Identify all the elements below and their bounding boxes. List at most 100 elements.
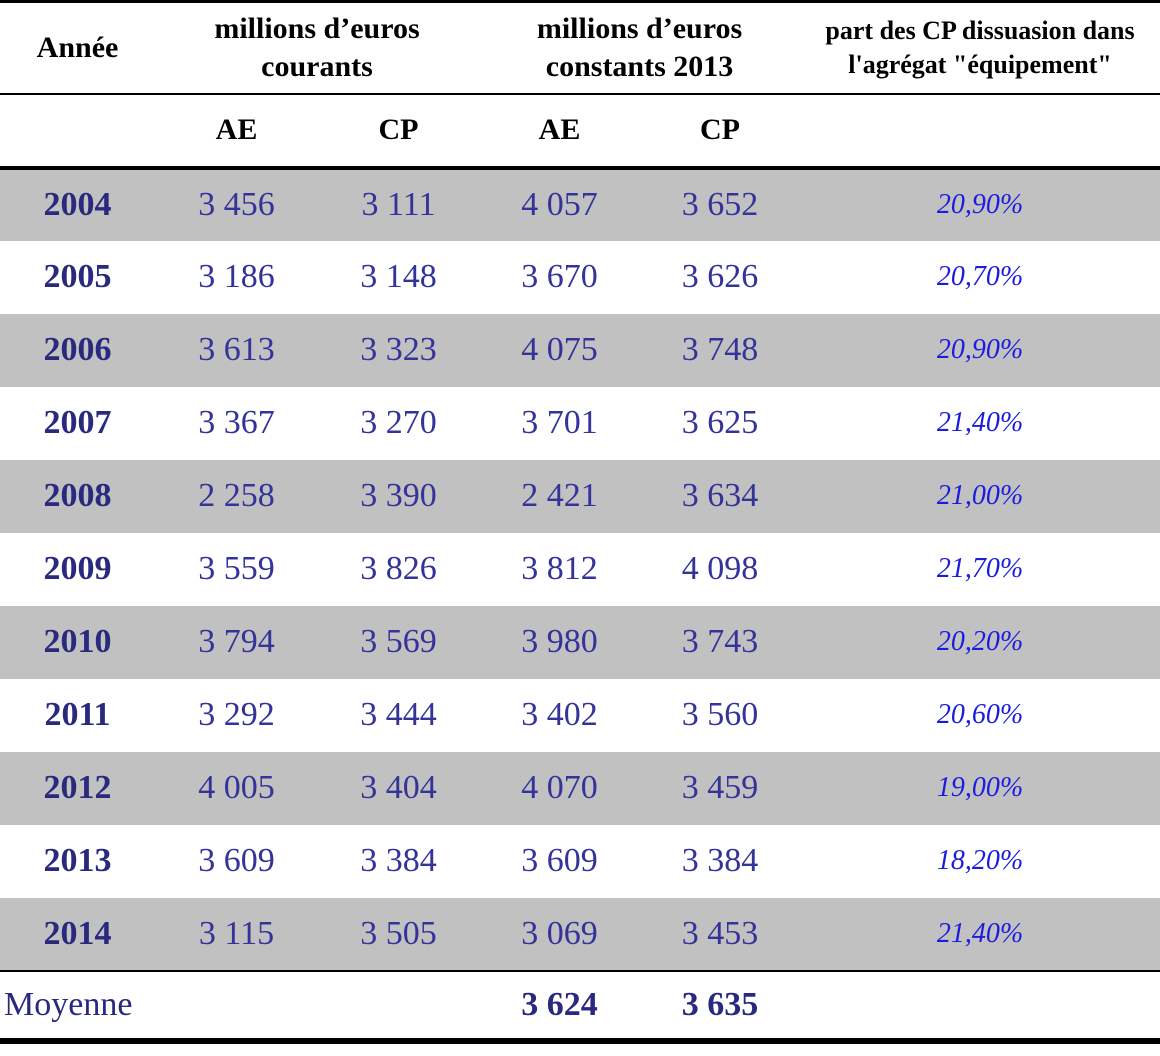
cp-courants-cell: 3 826: [360, 550, 437, 587]
table-row: 2005 3 186 3 148 3 670 3 626 20,70%: [0, 241, 1160, 314]
year-cell: 2005: [43, 258, 112, 295]
ae-courants-cell: 2 258: [198, 477, 275, 514]
cp-courants-cell: 3 323: [360, 331, 437, 368]
empty-subheader: [800, 93, 1160, 170]
ae-courants-cell: 3 456: [198, 186, 275, 223]
share-cell: 20,90%: [936, 189, 1024, 220]
share-cell: 21,40%: [936, 407, 1024, 438]
ae-courants-cell: 4 005: [198, 769, 275, 806]
share-cell: 20,70%: [936, 261, 1024, 292]
share-column-header: part des CP dissuasion dans l'agrégat "é…: [800, 1, 1160, 95]
year-cell: 2012: [43, 769, 112, 806]
table-row: 2009 3 559 3 826 3 812 4 098 21,70%: [0, 533, 1160, 606]
table-body: 2004 3 456 3 111 4 057 3 652 20,90% 2005 3 186 3…: [0, 167, 1160, 971]
group-header-euros-constants: millions d’euros constants 2013: [479, 1, 801, 95]
subheader-ae-constants: AE: [479, 93, 641, 170]
empty-cell: [800, 969, 1160, 1041]
header-row-groups: Année millions d’euros courants millions…: [0, 1, 1160, 95]
cp-courants-cell: 3 148: [360, 258, 437, 295]
share-cell: 20,60%: [936, 699, 1024, 730]
subheader-ae-courants: AE: [155, 93, 318, 170]
share-cell: 18,20%: [936, 845, 1024, 876]
subheader-cp-courants: CP: [318, 93, 480, 170]
table-row: 2006 3 613 3 323 4 075 3 748 20,90%: [0, 313, 1160, 387]
empty-cell: [318, 969, 480, 1041]
cp-constants-cell: 3 459: [681, 769, 759, 806]
table-row: 2014 3 115 3 505 3 069 3 453 21,40%: [0, 897, 1160, 971]
cp-courants-cell: 3 569: [360, 623, 437, 660]
ae-constants-cell: 3 701: [521, 404, 598, 441]
ae-courants-cell: 3 115: [198, 914, 275, 952]
cp-constants-cell: 3 748: [681, 331, 759, 368]
empty-cell: [155, 969, 318, 1041]
ae-constants-cell: 4 075: [521, 331, 598, 368]
year-cell: 2006: [43, 331, 112, 368]
cp-constants-cell: 3 453: [681, 914, 759, 952]
cp-courants-cell: 3 404: [360, 769, 437, 806]
ae-courants-cell: 3 794: [198, 623, 275, 660]
moyenne-ae-constant: 3 624: [479, 969, 641, 1041]
empty-subheader: [0, 93, 155, 170]
group-header-euros-courants: millions d’euros courants: [155, 1, 480, 95]
year-cell: 2007: [43, 404, 112, 441]
year-cell: 2011: [44, 696, 111, 733]
table-row: 2012 4 005 3 404 4 070 3 459 19,00%: [0, 751, 1160, 825]
ae-courants-cell: 3 559: [198, 550, 275, 587]
year-cell: 2014: [43, 914, 112, 952]
year-cell: 2009: [43, 550, 112, 587]
table-row: 2007 3 367 3 270 3 701 3 625 21,40%: [0, 387, 1160, 460]
share-cell: 21,70%: [936, 553, 1024, 584]
cp-constants-cell: 3 626: [681, 258, 759, 295]
cp-constants-cell: 4 098: [681, 550, 759, 587]
ae-constants-cell: 3 812: [521, 550, 598, 587]
cp-courants-cell: 3 270: [360, 404, 437, 441]
table-row: 2004 3 456 3 111 4 057 3 652 20,90%: [0, 167, 1160, 241]
year-cell: 2010: [43, 623, 112, 660]
year-cell: 2004: [43, 186, 112, 223]
table-row: 2010 3 794 3 569 3 980 3 743 20,20%: [0, 605, 1160, 679]
moyenne-label: Moyenne: [0, 969, 155, 1041]
cp-constants-cell: 3 634: [681, 477, 759, 514]
ae-constants-cell: 3 402: [521, 696, 598, 733]
cp-courants-cell: 3 444: [360, 696, 437, 733]
moyenne-row: Moyenne 3 624 3 635: [0, 969, 1160, 1041]
cp-courants-cell: 3 505: [360, 914, 437, 952]
table-footer: Moyenne 3 624 3 635: [0, 969, 1160, 1041]
table-row: 2008 2 258 3 390 2 421 3 634 21,00%: [0, 459, 1160, 533]
ae-constants-cell: 4 057: [521, 186, 598, 223]
ae-courants-cell: 3 367: [198, 404, 275, 441]
share-cell: 20,90%: [936, 334, 1024, 365]
table-row: 2013 3 609 3 384 3 609 3 384 18,20%: [0, 825, 1160, 898]
ae-constants-cell: 3 980: [521, 623, 598, 660]
moyenne-cp-constant: 3 635: [640, 969, 801, 1041]
cp-constants-cell: 3 743: [681, 623, 759, 660]
year-column-header: Année: [0, 1, 155, 95]
ae-courants-cell: 3 292: [198, 696, 275, 733]
share-cell: 21,00%: [936, 480, 1024, 511]
ae-courants-cell: 3 186: [198, 258, 275, 295]
ae-courants-cell: 3 613: [198, 331, 275, 368]
header-row-subheaders: AE CP AE CP: [0, 93, 1160, 170]
cp-constants-cell: 3 384: [681, 842, 759, 879]
share-cell: 19,00%: [936, 772, 1024, 803]
cp-courants-cell: 3 111: [361, 186, 436, 223]
year-cell: 2013: [43, 842, 112, 879]
ae-courants-cell: 3 609: [198, 842, 275, 879]
cp-constants-cell: 3 625: [681, 404, 759, 441]
year-cell: 2008: [43, 477, 112, 514]
ae-constants-cell: 3 069: [521, 914, 598, 952]
cp-courants-cell: 3 390: [360, 477, 437, 514]
subheader-cp-constants: CP: [640, 93, 801, 170]
ae-constants-cell: 2 421: [521, 477, 598, 514]
cp-constants-cell: 3 560: [681, 696, 759, 733]
ae-constants-cell: 4 070: [521, 769, 598, 806]
table-header: Année millions d’euros courants millions…: [0, 1, 1160, 170]
share-cell: 21,40%: [936, 917, 1024, 949]
ae-constants-cell: 3 670: [521, 258, 598, 295]
cp-constants-cell: 3 652: [681, 186, 759, 223]
cp-courants-cell: 3 384: [360, 842, 437, 879]
table-row: 2011 3 292 3 444 3 402 3 560 20,60%: [0, 679, 1160, 752]
share-cell: 20,20%: [936, 626, 1024, 657]
ae-constants-cell: 3 609: [521, 842, 598, 879]
